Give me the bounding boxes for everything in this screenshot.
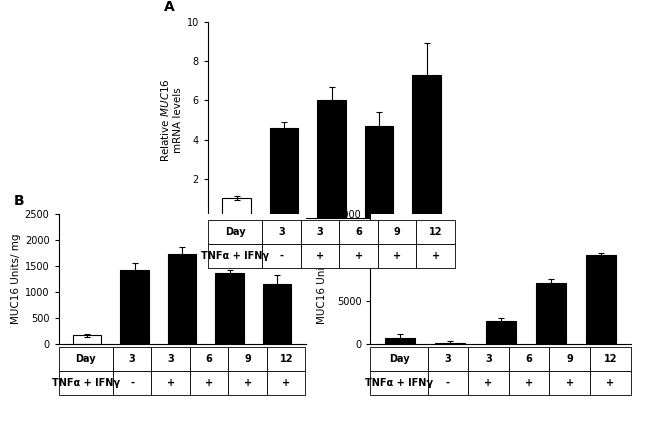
Text: A: A xyxy=(164,0,174,14)
Bar xyxy=(586,255,616,344)
Bar xyxy=(58,371,113,395)
Text: 9: 9 xyxy=(566,354,573,364)
Bar xyxy=(208,244,263,268)
Bar xyxy=(263,244,301,268)
Text: 12: 12 xyxy=(280,354,293,364)
Bar xyxy=(549,371,590,395)
Text: Day: Day xyxy=(389,354,410,364)
Bar xyxy=(590,347,630,371)
Text: 3: 3 xyxy=(485,354,492,364)
Text: -: - xyxy=(446,378,450,388)
Text: TNFα + IFNγ: TNFα + IFNγ xyxy=(51,378,120,388)
Text: +: + xyxy=(316,251,324,261)
Bar xyxy=(267,347,306,371)
Text: Day: Day xyxy=(225,227,246,237)
Text: +: + xyxy=(166,378,175,388)
Bar xyxy=(417,244,455,268)
Bar xyxy=(468,371,509,395)
Bar xyxy=(267,371,306,395)
Text: +: + xyxy=(606,378,614,388)
Bar xyxy=(73,335,101,344)
Bar xyxy=(365,126,393,218)
Text: -: - xyxy=(130,378,134,388)
Text: 9: 9 xyxy=(394,227,400,237)
Text: 3: 3 xyxy=(129,354,135,364)
Bar xyxy=(378,220,417,244)
Bar xyxy=(270,128,298,218)
Bar xyxy=(317,100,346,218)
Bar xyxy=(468,347,509,371)
Text: 9: 9 xyxy=(244,354,251,364)
Bar xyxy=(58,347,113,371)
Y-axis label: Relative $\it{MUC16}$
mRNA levels: Relative $\it{MUC16}$ mRNA levels xyxy=(159,78,183,162)
Text: 3: 3 xyxy=(167,354,174,364)
Text: +: + xyxy=(432,251,440,261)
Bar xyxy=(151,347,190,371)
Bar xyxy=(190,347,228,371)
Text: -: - xyxy=(280,251,283,261)
Bar xyxy=(190,371,228,395)
Text: +: + xyxy=(484,378,493,388)
Y-axis label: MUC16 Units/ mg: MUC16 Units/ mg xyxy=(317,234,326,324)
Bar xyxy=(301,244,339,268)
Text: 6: 6 xyxy=(206,354,213,364)
Bar xyxy=(120,270,149,344)
Text: TNFα + IFNγ: TNFα + IFNγ xyxy=(201,251,269,261)
Bar xyxy=(549,347,590,371)
Bar xyxy=(370,347,428,371)
Text: B: B xyxy=(14,194,25,208)
Text: 12: 12 xyxy=(429,227,443,237)
Bar xyxy=(113,347,151,371)
Bar xyxy=(417,220,455,244)
Bar xyxy=(151,371,190,395)
Bar xyxy=(113,371,151,395)
Bar xyxy=(208,220,263,244)
Text: 12: 12 xyxy=(603,354,617,364)
Text: +: + xyxy=(205,378,213,388)
Bar xyxy=(228,371,267,395)
Text: 3: 3 xyxy=(278,227,285,237)
Text: +: + xyxy=(355,251,363,261)
Bar xyxy=(339,220,378,244)
Text: +: + xyxy=(244,378,252,388)
Bar xyxy=(301,220,339,244)
Text: +: + xyxy=(393,251,401,261)
Bar xyxy=(378,244,417,268)
Bar xyxy=(339,244,378,268)
Bar xyxy=(412,75,441,218)
Text: Day: Day xyxy=(75,354,96,364)
Bar xyxy=(436,343,465,344)
Text: +: + xyxy=(282,378,291,388)
Text: C: C xyxy=(324,194,334,208)
Bar xyxy=(215,273,244,344)
Y-axis label: MUC16 Units/ mg: MUC16 Units/ mg xyxy=(10,234,21,324)
Bar xyxy=(228,347,267,371)
Bar xyxy=(370,371,428,395)
Bar xyxy=(428,371,468,395)
Bar xyxy=(509,371,549,395)
Bar xyxy=(263,220,301,244)
Bar xyxy=(168,255,196,344)
Text: 6: 6 xyxy=(526,354,532,364)
Text: 3: 3 xyxy=(445,354,451,364)
Text: 3: 3 xyxy=(317,227,324,237)
Text: TNFα + IFNγ: TNFα + IFNγ xyxy=(365,378,433,388)
Text: 6: 6 xyxy=(356,227,362,237)
Bar xyxy=(590,371,630,395)
Bar xyxy=(536,283,566,344)
Bar xyxy=(486,321,515,344)
Bar xyxy=(222,198,251,218)
Bar xyxy=(263,284,291,344)
Bar xyxy=(509,347,549,371)
Bar xyxy=(428,347,468,371)
Text: +: + xyxy=(525,378,533,388)
Text: +: + xyxy=(566,378,574,388)
Bar xyxy=(385,338,415,344)
